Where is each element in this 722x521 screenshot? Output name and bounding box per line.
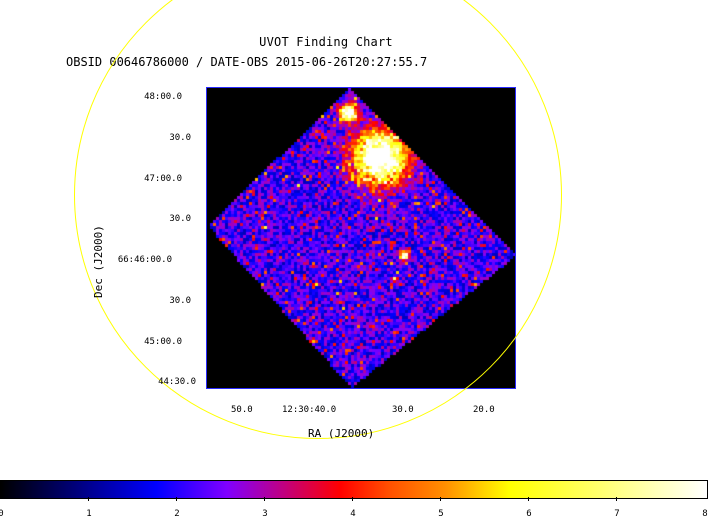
- dec-tick: 45:00.0: [144, 337, 182, 347]
- ra-tick: 12:30:40.0: [282, 405, 337, 415]
- colorbar-tick-mark: [528, 497, 529, 501]
- colorbar-tick-label: 8: [702, 509, 708, 519]
- colorbar-tick-label: 7: [614, 509, 620, 519]
- colorbar-tick-mark: [440, 497, 441, 501]
- dec-tick: 30.0: [169, 133, 191, 143]
- colorbar-tick-mark: [88, 497, 89, 501]
- x-axis-label: RA (J2000): [308, 427, 375, 440]
- y-axis-label: Dec (J2000): [92, 225, 105, 298]
- dec-tick: 30.0: [169, 296, 191, 306]
- colorbar-tick-label: 4: [350, 509, 356, 519]
- dec-tick: 47:00.0: [144, 174, 182, 184]
- ra-tick: 30.0: [392, 405, 414, 415]
- chart-subtitle: OBSID 00646786000 / DATE-OBS 2015-06-26T…: [66, 55, 428, 69]
- dec-tick: 66:46:00.0: [117, 255, 172, 265]
- colorbar-tick-label: 5: [438, 509, 444, 519]
- ra-tick: 20.0: [473, 405, 495, 415]
- colorbar-tick-label: 2: [174, 509, 180, 519]
- chart-title: UVOT Finding Chart: [259, 35, 393, 49]
- colorbar: [0, 480, 708, 499]
- colorbar-tick-label: 6: [526, 509, 532, 519]
- colorbar-tick-mark: [352, 497, 353, 501]
- ra-tick: 50.0: [231, 405, 253, 415]
- dec-tick: 30.0: [169, 214, 191, 224]
- dec-tick: 44:30.0: [158, 377, 196, 387]
- colorbar-tick-label: 1: [86, 509, 92, 519]
- colorbar-tick-label: 3: [262, 509, 268, 519]
- dec-tick: 48:00.0: [144, 92, 182, 102]
- colorbar-tick-label: 0: [0, 509, 4, 519]
- colorbar-tick-mark: [264, 497, 265, 501]
- plot-frame: [206, 87, 516, 389]
- colorbar-tick-mark: [176, 497, 177, 501]
- colorbar-tick-mark: [616, 497, 617, 501]
- uvot-image: [207, 88, 515, 388]
